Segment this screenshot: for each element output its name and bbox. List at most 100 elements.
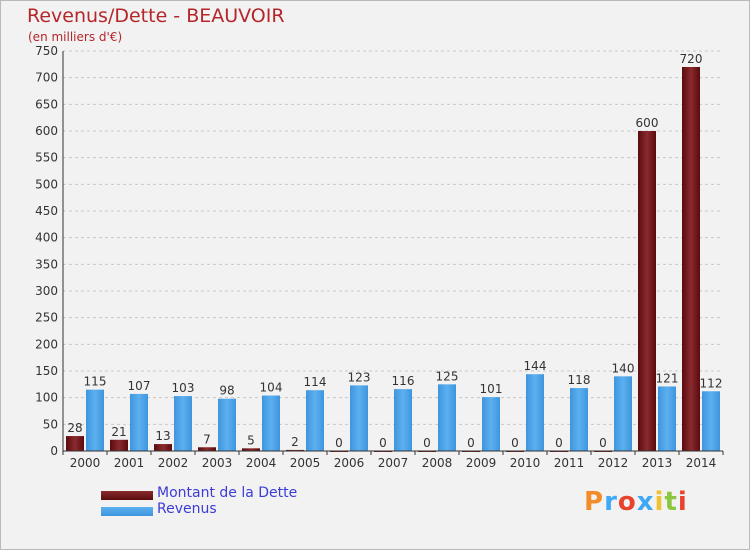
bar-revenue [218, 398, 236, 451]
data-label-debt: 0 [511, 436, 519, 450]
x-tick-label: 2002 [158, 456, 189, 470]
x-tick-label: 2014 [686, 456, 717, 470]
data-label-debt: 2 [291, 435, 299, 449]
brand-letter: P [584, 487, 605, 517]
brand-letter: t [664, 487, 678, 517]
bar-revenue [614, 376, 632, 451]
data-label-debt: 0 [423, 436, 431, 450]
data-label-revenue: 104 [260, 381, 283, 395]
data-label-debt: 0 [467, 436, 475, 450]
bar-revenue [482, 397, 500, 451]
y-tick-label: 150 [35, 364, 58, 378]
y-tick-label: 700 [35, 71, 58, 85]
bar-revenue [86, 389, 104, 451]
bar-revenue [526, 374, 544, 451]
bar-debt [110, 439, 128, 451]
x-tick-label: 2011 [554, 456, 585, 470]
y-tick-label: 600 [35, 124, 58, 138]
legend-swatch-revenue [101, 507, 153, 516]
data-label-revenue: 125 [436, 369, 459, 383]
bar-revenue [658, 386, 676, 451]
bar-debt [198, 447, 216, 451]
x-tick-label: 2001 [114, 456, 145, 470]
chart-title: Revenus/Dette - BEAUVOIR [27, 5, 285, 27]
bar-debt [66, 436, 84, 451]
bar-revenue [130, 393, 148, 451]
x-tick-label: 2009 [466, 456, 497, 470]
x-tick-label: 2004 [246, 456, 277, 470]
bar-revenue [438, 384, 456, 451]
bar-debt [242, 448, 260, 451]
x-tick-label: 2007 [378, 456, 409, 470]
brand-letter: r [604, 487, 618, 517]
bar-revenue [350, 385, 368, 451]
brand-letter: o [617, 487, 637, 517]
y-tick-label: 350 [35, 257, 58, 271]
data-label-revenue: 144 [524, 359, 547, 373]
data-label-debt: 21 [111, 425, 126, 439]
x-tick-label: 2000 [70, 456, 101, 470]
bar-debt [154, 444, 172, 451]
legend-label-debt: Montant de la Dette [157, 485, 298, 501]
plot-background [63, 51, 723, 451]
data-label-debt: 0 [599, 436, 607, 450]
bar-revenue [570, 388, 588, 451]
bar-revenue [394, 389, 412, 451]
bar-debt [286, 449, 304, 451]
x-tick-label: 2005 [290, 456, 321, 470]
data-label-debt: 7 [203, 432, 211, 446]
data-label-revenue: 101 [480, 382, 503, 396]
legend-swatch-debt [101, 491, 153, 500]
x-tick-label: 2003 [202, 456, 233, 470]
data-label-revenue: 123 [348, 370, 371, 384]
data-label-debt: 720 [680, 52, 703, 66]
data-label-debt: 5 [247, 433, 255, 447]
y-tick-label: 300 [35, 284, 58, 298]
data-label-revenue: 114 [304, 375, 327, 389]
x-tick-label: 2006 [334, 456, 365, 470]
x-tick-label: 2010 [510, 456, 541, 470]
x-tick-label: 2008 [422, 456, 453, 470]
data-label-revenue: 116 [392, 374, 415, 388]
data-label-revenue: 118 [568, 373, 591, 387]
bar-revenue [306, 390, 324, 451]
y-tick-label: 50 [43, 417, 58, 431]
chart-subtitle: (en milliers d'€) [28, 30, 123, 44]
data-label-revenue: 112 [700, 376, 723, 390]
y-tick-label: 400 [35, 231, 58, 245]
bar-revenue [174, 396, 192, 451]
x-tick-label: 2012 [598, 456, 629, 470]
data-label-debt: 28 [67, 421, 82, 435]
bar-debt [682, 67, 700, 451]
y-tick-label: 750 [35, 44, 58, 58]
y-tick-label: 650 [35, 97, 58, 111]
data-label-revenue: 115 [84, 375, 107, 389]
data-label-revenue: 107 [128, 379, 151, 393]
y-tick-label: 500 [35, 177, 58, 191]
y-tick-label: 450 [35, 204, 58, 218]
bar-revenue [262, 395, 280, 451]
data-label-debt: 13 [155, 429, 170, 443]
data-label-revenue: 98 [219, 384, 234, 398]
data-label-debt: 600 [636, 116, 659, 130]
data-label-debt: 0 [379, 436, 387, 450]
brand-letter: i [654, 487, 665, 517]
data-label-revenue: 140 [612, 361, 635, 375]
brand-logo: Proxiti [584, 487, 688, 517]
data-label-debt: 0 [555, 436, 563, 450]
data-label-revenue: 121 [656, 371, 679, 385]
bar-revenue [702, 391, 720, 451]
brand-letter: x [636, 487, 655, 517]
bar-debt [638, 131, 656, 451]
data-label-debt: 0 [335, 436, 343, 450]
y-tick-label: 200 [35, 337, 58, 351]
x-tick-label: 2013 [642, 456, 673, 470]
y-tick-label: 250 [35, 311, 58, 325]
brand-letter: i [677, 487, 688, 517]
y-tick-label: 0 [50, 444, 58, 458]
data-label-revenue: 103 [172, 381, 195, 395]
legend-label-revenue: Revenus [157, 501, 217, 517]
y-tick-label: 550 [35, 151, 58, 165]
